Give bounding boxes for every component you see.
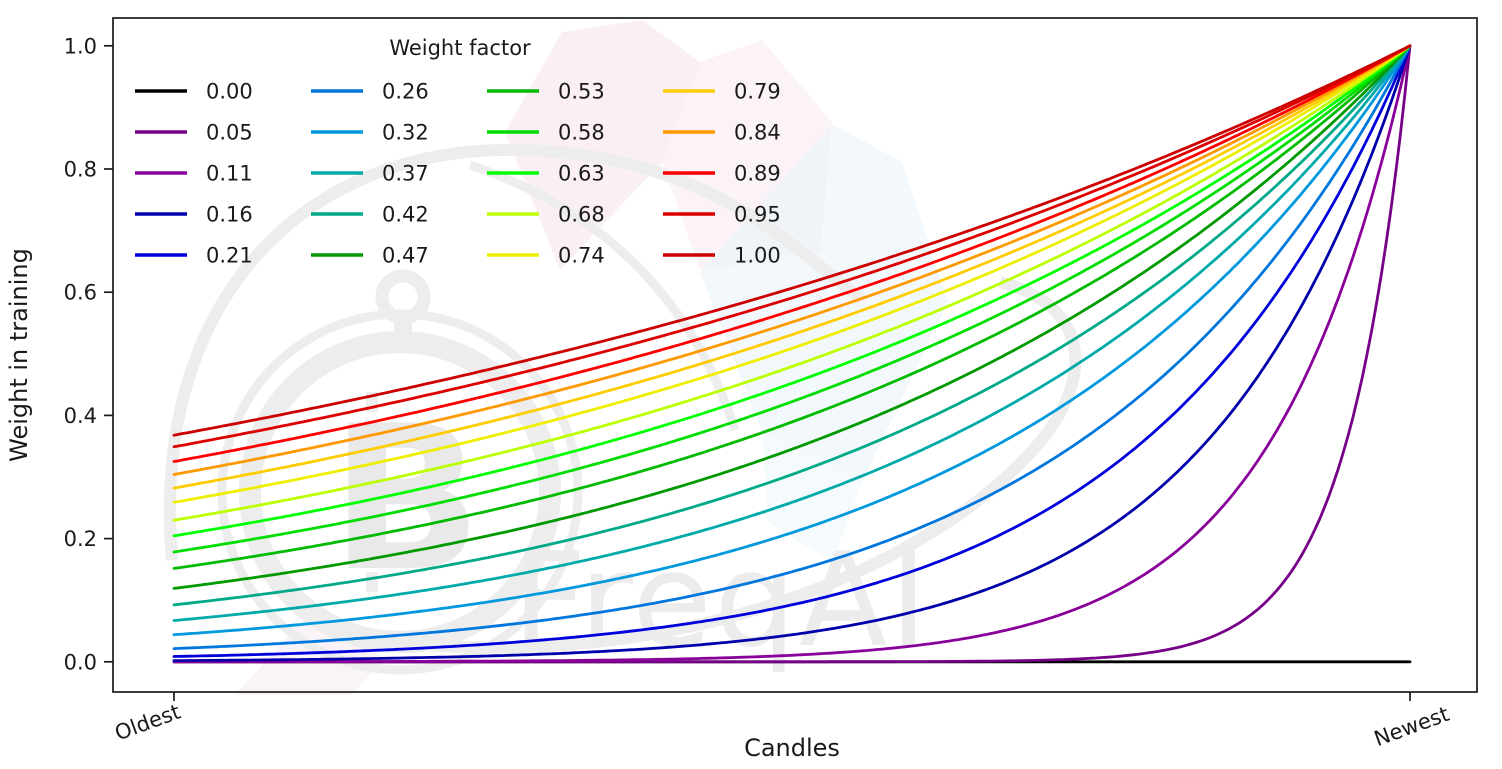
legend-entry-0.11: 0.11 (135, 162, 253, 186)
legend-label-0.47: 0.47 (382, 244, 429, 268)
curve-weight-factor-0.84 (172, 44, 1412, 476)
legend-label-1.00: 1.00 (734, 244, 781, 268)
curve-weight-factor-0.11 (172, 44, 1412, 664)
curve-weight-factor-0.58 (172, 44, 1412, 554)
y-tick-label-0.6: 0.6 (64, 281, 97, 305)
legend-label-0.42: 0.42 (382, 203, 429, 227)
legend-label-0.05: 0.05 (206, 121, 253, 145)
curve-weight-factor-0.37 (172, 44, 1412, 622)
legend-entry-0.05: 0.05 (135, 121, 253, 145)
curves-group (172, 44, 1412, 664)
y-axis-label: Weight in training (5, 248, 33, 462)
watermark-wing-inner (468, 160, 740, 432)
freqai-watermark: B FreqAI (163, 20, 1082, 695)
curve-weight-factor-0.68 (172, 44, 1412, 522)
legend-label-0.21: 0.21 (206, 244, 253, 268)
legend-entry-0.95: 0.95 (663, 203, 781, 227)
legend-label-0.58: 0.58 (558, 121, 605, 145)
legend-entries: 0.00 0.05 0.11 0.16 0.21 0.26 0.32 0.37 0.42 0.47… (135, 80, 781, 268)
curve-weight-factor-0.74 (172, 44, 1412, 504)
watermark-wing-upper (163, 143, 866, 561)
legend-entry-0.79: 0.79 (663, 80, 781, 104)
curve-weight-factor-0.47 (172, 44, 1412, 590)
y-tick-label-0.8: 0.8 (64, 158, 97, 182)
curve-weight-factor-0.42 (172, 44, 1412, 607)
curve-weight-factor-0.53 (172, 44, 1412, 570)
legend-label-0.00: 0.00 (206, 80, 253, 104)
curve-weight-factor-0.63 (172, 44, 1412, 538)
curve-weight-factor-0.16 (172, 44, 1412, 662)
y-tick-label-1.0: 1.0 (64, 34, 97, 58)
legend-entry-0.32: 0.32 (311, 121, 429, 145)
legend-entry-0.26: 0.26 (311, 80, 429, 104)
x-tick-label-oldest: Oldest (112, 700, 184, 746)
watermark-stopwatch-outer-ring (217, 309, 583, 675)
curve-weight-factor-0.95 (172, 44, 1412, 449)
legend-label-0.11: 0.11 (206, 162, 253, 186)
legend-entry-0.68: 0.68 (487, 203, 605, 227)
legend-entry-0.37: 0.37 (311, 162, 429, 186)
legend-label-0.84: 0.84 (734, 121, 781, 145)
legend-label-0.63: 0.63 (558, 162, 605, 186)
curve-weight-factor-0.26 (172, 44, 1412, 650)
legend-entry-0.74: 0.74 (487, 244, 605, 268)
legend-label-0.95: 0.95 (734, 203, 781, 227)
legend-label-0.79: 0.79 (734, 80, 781, 104)
curve-weight-factor-0.21 (172, 44, 1412, 658)
legend-entry-0.16: 0.16 (135, 203, 253, 227)
watermark-blue-leaf-lower (762, 432, 862, 562)
legend-entry-0.42: 0.42 (311, 203, 429, 227)
legend-entry-0.89: 0.89 (663, 162, 781, 186)
watermark-wing-lower (429, 276, 1082, 654)
legend-entry-0.63: 0.63 (487, 162, 605, 186)
legend-label-0.89: 0.89 (734, 162, 781, 186)
legend-label-0.26: 0.26 (382, 80, 429, 104)
legend-label-0.37: 0.37 (382, 162, 429, 186)
legend-label-0.16: 0.16 (206, 203, 253, 227)
legend-entry-0.53: 0.53 (487, 80, 605, 104)
legend-label-0.68: 0.68 (558, 203, 605, 227)
y-tick-label-0.2: 0.2 (64, 527, 97, 551)
legend-label-0.53: 0.53 (558, 80, 605, 104)
legend: Weight factor 0.000.050.110.160.210.260.… (135, 36, 781, 268)
y-tick-label-0.4: 0.4 (64, 404, 97, 428)
legend-title: Weight factor (389, 36, 531, 60)
axes-frame (112, 17, 1478, 693)
legend-entry-0.47: 0.47 (311, 244, 429, 268)
y-axis-ticks: 0.0 0.2 0.4 0.6 0.8 1.0 (64, 34, 113, 674)
legend-entry-0.00: 0.00 (135, 80, 253, 104)
watermark-pink-leaf-left (505, 20, 700, 270)
watermark-pink-leaf-bottom (235, 618, 385, 695)
legend-entry-0.84: 0.84 (663, 121, 781, 145)
curve-weight-factor-0.89 (172, 44, 1412, 463)
x-axis-label: Candles (744, 734, 840, 762)
curve-weight-factor-0.79 (172, 44, 1412, 490)
legend-label-0.32: 0.32 (382, 121, 429, 145)
legend-entry-1.00: 1.00 (663, 244, 781, 268)
watermark-stopwatch-inner-ring (239, 331, 561, 653)
x-tick-label-newest: Newest (1371, 702, 1452, 751)
curve-weight-factor-0.32 (172, 44, 1412, 637)
legend-label-0.74: 0.74 (558, 244, 605, 268)
legend-entry-0.21: 0.21 (135, 244, 253, 268)
legend-entry-0.58: 0.58 (487, 121, 605, 145)
y-tick-label-0.0: 0.0 (64, 650, 97, 674)
curve-weight-factor-1.00 (172, 44, 1412, 437)
